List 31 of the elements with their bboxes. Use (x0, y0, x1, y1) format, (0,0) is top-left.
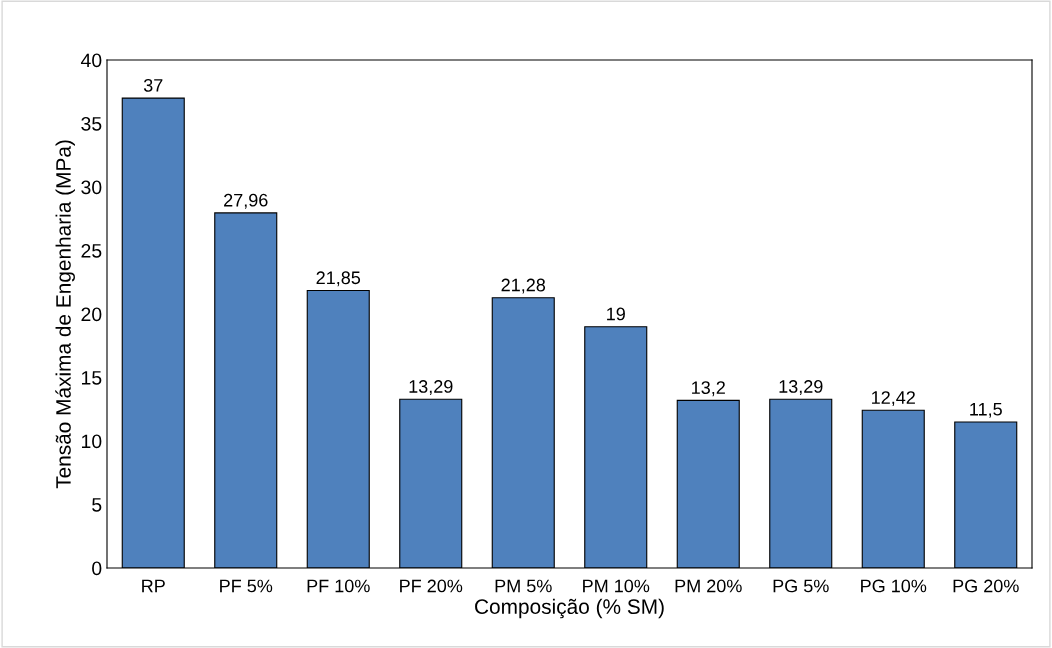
data-label: 11,5 (970, 403, 1002, 418)
y-tick-label: 10 (82, 434, 102, 449)
y-tick-label: 20 (81, 307, 102, 322)
x-tick-label: PF 10% (307, 579, 370, 593)
y-tick-label: 15 (82, 371, 102, 385)
y-tick-label: 35 (81, 116, 102, 131)
y-tick-label: 0 (92, 561, 102, 576)
x-tick-label: PF 5% (220, 579, 273, 593)
x-tick-label: PM 20% (675, 579, 742, 593)
data-label: 19 (607, 307, 625, 321)
x-tick-label: PF 20% (400, 579, 463, 593)
x-tick-label: PG 20% (953, 579, 1019, 593)
y-tick-label: 25 (81, 243, 102, 258)
x-axis-title: Composição (% SM) (475, 598, 664, 619)
data-label: 12,42 (872, 391, 915, 407)
x-tick-label: PM 5% (495, 579, 552, 593)
y-tick-label: 40 (80, 53, 102, 68)
x-tick-label: PG 10% (861, 579, 927, 593)
data-label: 21,28 (501, 278, 546, 294)
y-tick-label: 30 (81, 180, 102, 195)
x-tick-label: RP (142, 579, 165, 593)
data-label: 13,29 (779, 380, 823, 395)
data-label: 13,2 (692, 381, 725, 397)
y-axis-title: Tensão Máxima de Engenharia (MPa) (55, 140, 75, 489)
y-tick-label: 5 (92, 498, 102, 512)
data-label: 21,85 (316, 271, 361, 287)
data-label: 37 (143, 78, 163, 92)
data-label: 13,29 (409, 380, 453, 395)
x-tick-label: PG 5% (773, 579, 829, 593)
data-label: 27,96 (224, 193, 268, 209)
x-tick-label: PM 10% (583, 579, 650, 593)
